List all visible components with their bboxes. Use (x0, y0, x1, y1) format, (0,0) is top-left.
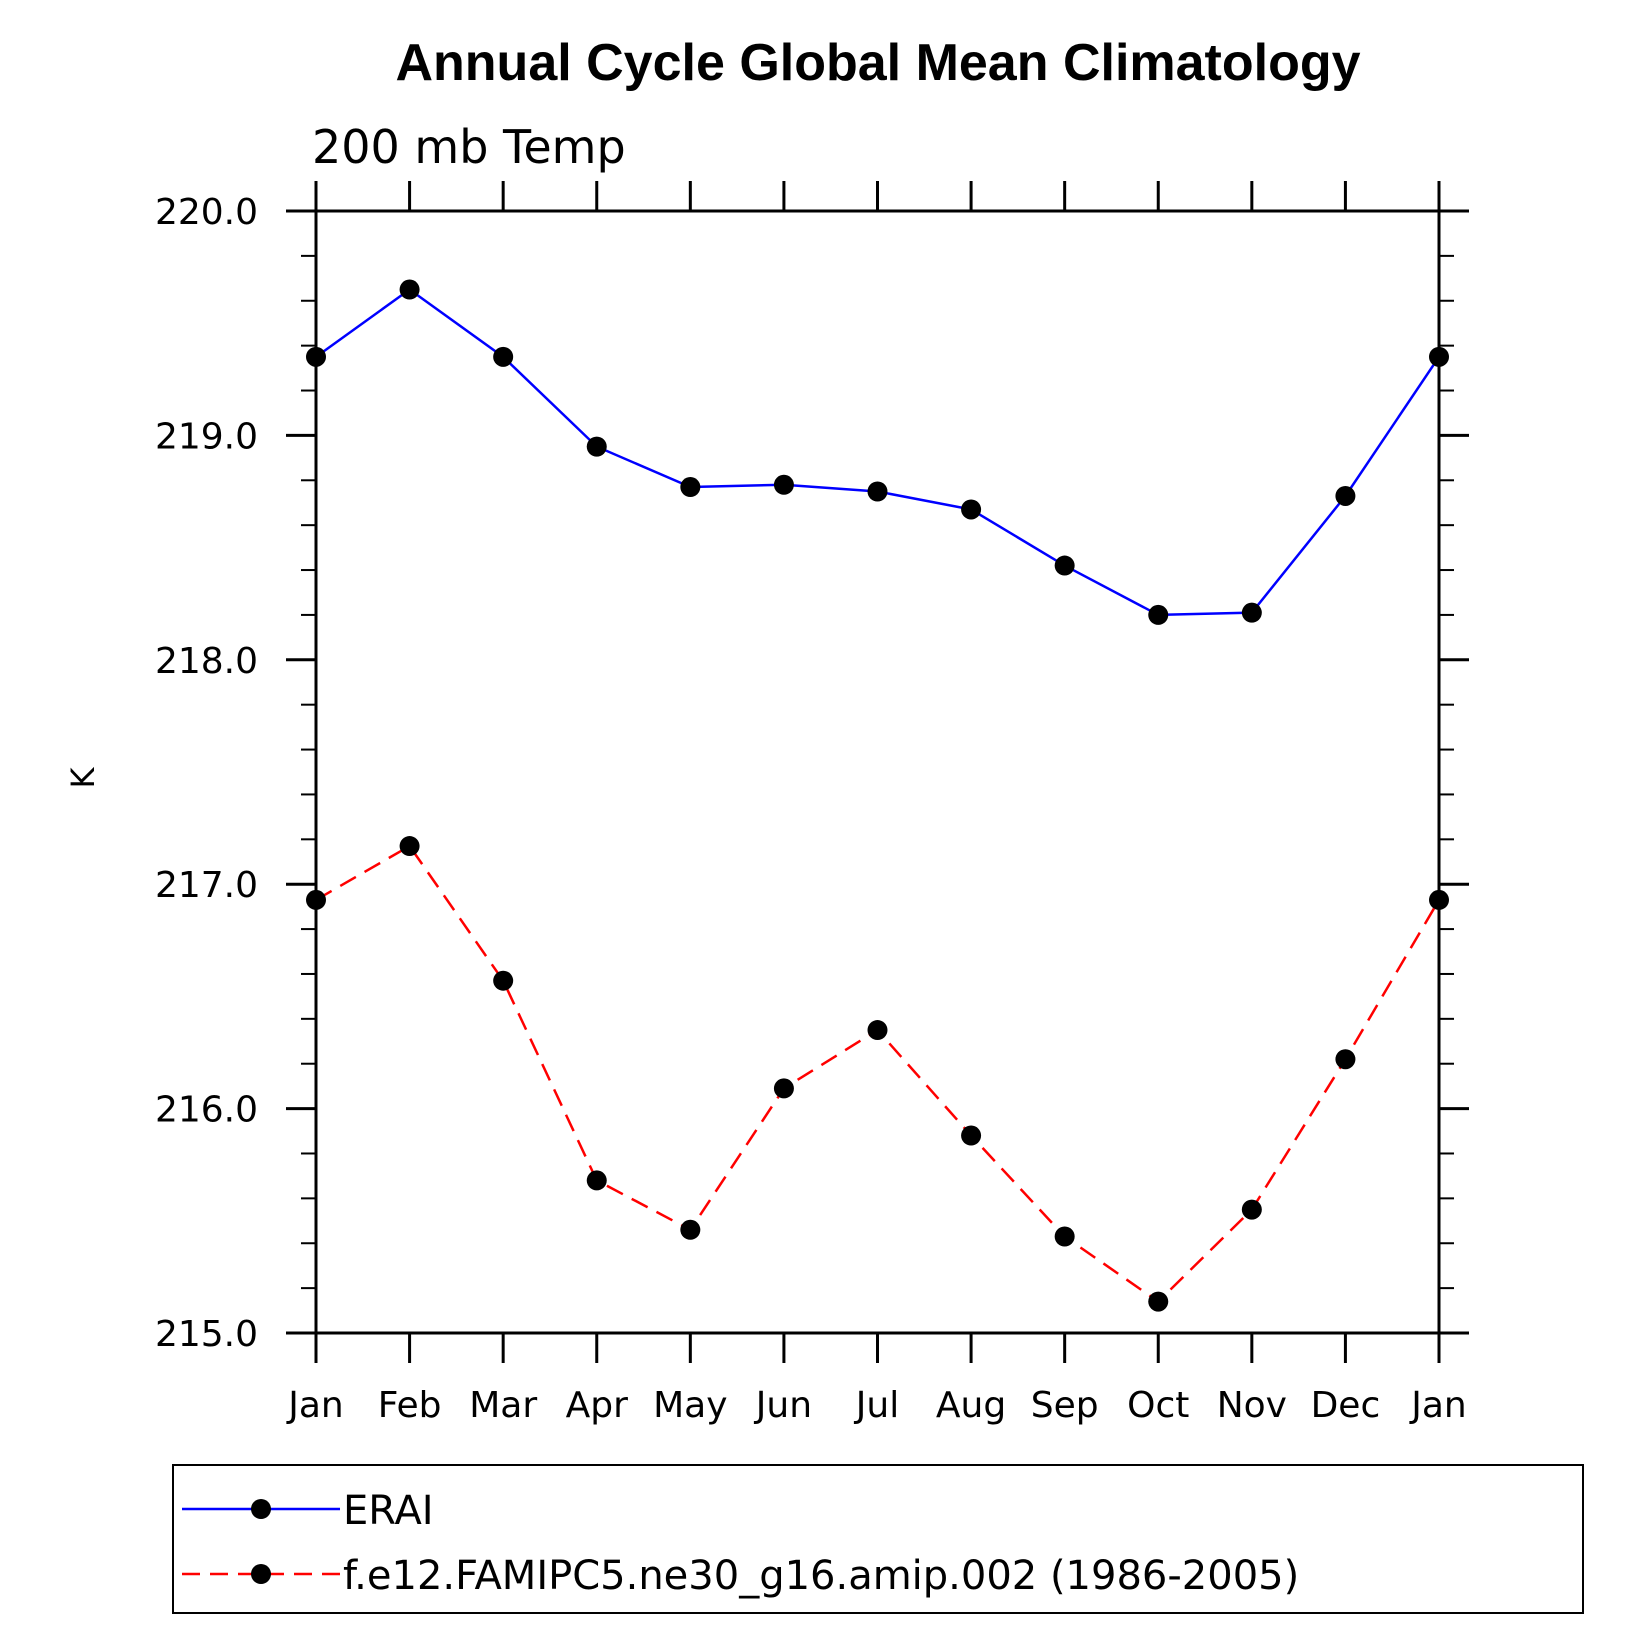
data-point (1429, 889, 1449, 910)
y-tick-label: 220.0 (155, 192, 258, 233)
x-tick-label: Feb (378, 1385, 442, 1426)
legend-marker-erai (251, 1499, 271, 1519)
y-tick-label: 219.0 (155, 416, 258, 457)
data-point (773, 1078, 794, 1099)
y-tick-label: 217.0 (155, 865, 258, 906)
data-point (1148, 604, 1169, 625)
data-point (773, 474, 794, 495)
data-point (1429, 346, 1449, 367)
x-tick-label: Aug (936, 1385, 1006, 1426)
y-tick-label: 215.0 (155, 1314, 258, 1355)
data-point (1054, 555, 1075, 576)
y-tick-label: 218.0 (155, 641, 258, 682)
x-tick-label: May (653, 1385, 727, 1426)
data-point (399, 836, 420, 857)
data-point (586, 1170, 607, 1191)
legend: ERAI f.e12.FAMIPC5.ne30_g16.amip.002 (19… (172, 1464, 1584, 1614)
axis-ticks (286, 181, 1469, 1363)
series-layer (306, 279, 1449, 1312)
series-line-1 (315, 844, 1441, 1304)
data-point (961, 499, 982, 520)
x-tick-label: Mar (469, 1385, 537, 1426)
legend-marker-model (251, 1564, 271, 1584)
y-axis-label: K (64, 766, 102, 788)
data-point (1241, 1199, 1262, 1220)
data-point (680, 477, 701, 498)
legend-label-model: f.e12.FAMIPC5.ne30_g16.amip.002 (1986-20… (343, 1553, 1299, 1599)
data-point (493, 970, 514, 991)
x-tick-label: Dec (1311, 1385, 1381, 1426)
x-tick-label: Jul (854, 1385, 899, 1426)
data-point (1335, 1049, 1356, 1070)
series-line-0 (315, 288, 1441, 617)
x-tick-label: Jan (286, 1385, 344, 1426)
data-point (1054, 1226, 1075, 1247)
y-tick-label: 216.0 (155, 1090, 258, 1131)
chart-title: Annual Cycle Global Mean Climatology (395, 34, 1360, 92)
data-point (493, 346, 514, 367)
data-point (1335, 485, 1356, 506)
legend-box (172, 1464, 1584, 1614)
data-point (306, 346, 326, 367)
x-tick-label: Sep (1031, 1385, 1099, 1426)
x-tick-label: Nov (1217, 1385, 1287, 1426)
x-tick-label: Apr (566, 1385, 628, 1426)
chart-subtitle: 200 mb Temp (312, 120, 626, 174)
data-point (961, 1125, 982, 1146)
x-tick-label: Jun (754, 1385, 812, 1426)
x-tick-label: Oct (1127, 1385, 1189, 1426)
data-point (1148, 1291, 1169, 1312)
data-point (586, 436, 607, 457)
data-point (680, 1219, 701, 1240)
data-point (867, 1020, 888, 1041)
x-tick-label: Jan (1409, 1385, 1467, 1426)
legend-label-erai: ERAI (343, 1488, 434, 1534)
data-point (1241, 602, 1262, 623)
plot-frame (314, 209, 1441, 1335)
data-point (306, 889, 326, 910)
data-point (399, 279, 420, 300)
tick-labels: Jan Feb Mar Apr May Jun Jul Aug Sep Oct Nov Dec Jan 2… (155, 192, 1467, 1426)
data-point (867, 481, 888, 502)
